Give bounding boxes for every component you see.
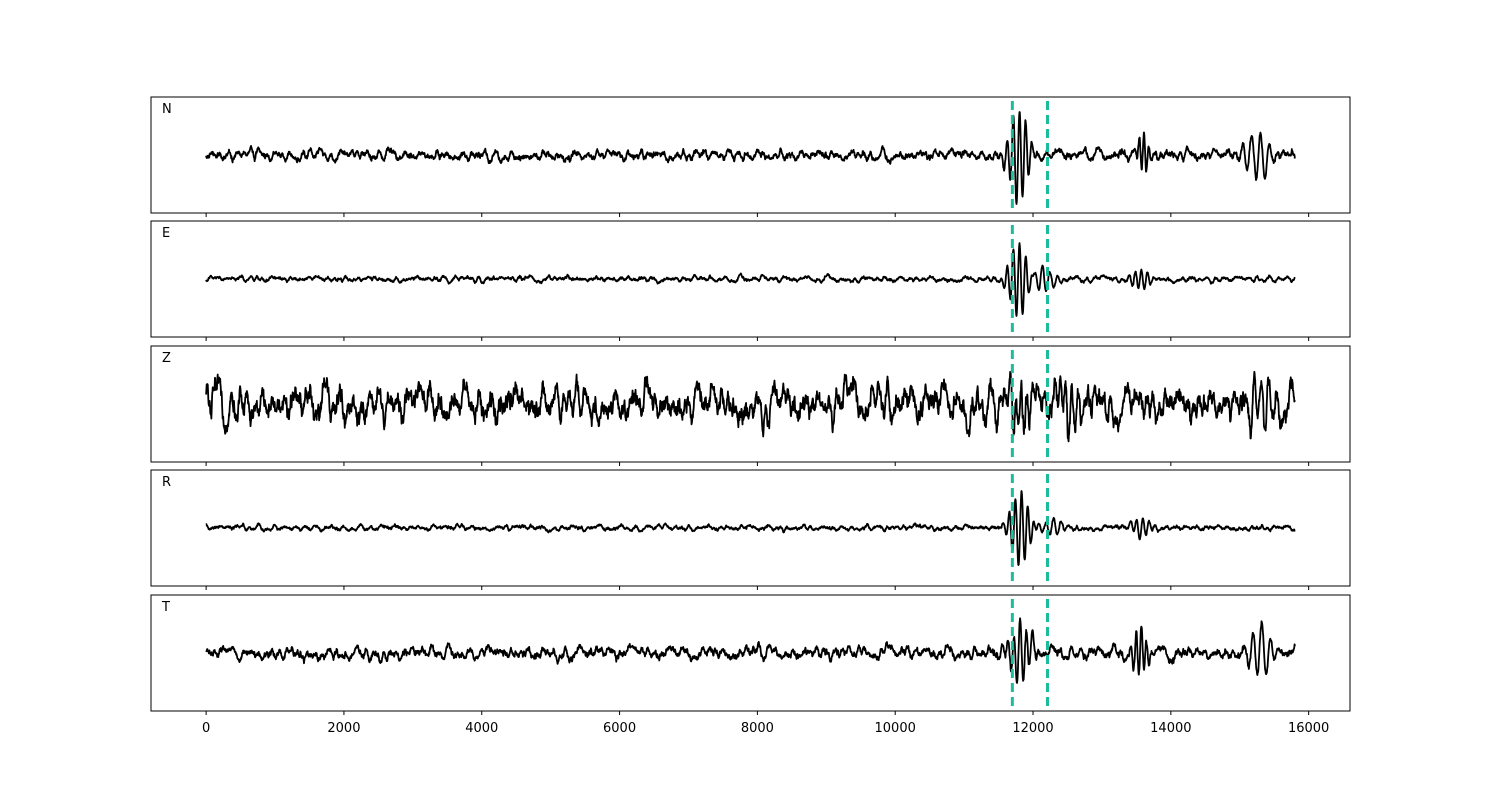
panels: N E Z R T [150,96,1351,715]
panel-label: N [162,102,172,117]
x-tick-label: 16000 [1288,721,1329,736]
trace-line-z [205,370,1296,443]
x-tick-label: 0 [202,721,210,736]
trace-line-n [205,111,1296,205]
x-tick-label: 4000 [465,721,498,736]
panel-frame [150,345,1351,463]
x-tick-label: 2000 [327,721,360,736]
x-tick-label: 14000 [1150,721,1191,736]
trace-line-t [205,617,1296,684]
panel-t: T [150,594,1351,715]
panel-frame [150,220,1351,338]
x-axis: 0 2000 4000 6000 8000 10000 12000 14000 16000 [202,721,1329,736]
panel-r: R [150,469,1351,590]
panel-frame [150,96,1351,214]
panel-e: E [150,220,1351,341]
panel-n: N [150,96,1351,217]
panel-label: Z [162,351,171,366]
trace-line-e [205,242,1296,317]
panel-label: R [162,475,171,490]
x-tick-label: 6000 [603,721,636,736]
x-tick-label: 12000 [1012,721,1053,736]
x-tick-label: 8000 [741,721,774,736]
panel-label: T [161,600,170,615]
panel-frame [150,594,1351,712]
panel-z: Z [150,345,1351,466]
trace-line-r [205,490,1296,566]
x-tick-label: 10000 [875,721,916,736]
panel-label: E [162,226,170,241]
panel-frame [150,469,1351,587]
